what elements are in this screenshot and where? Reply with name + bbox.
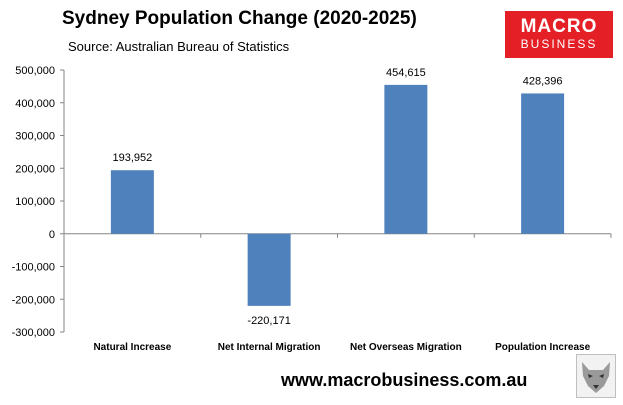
y-tick-label: 0 [49,229,55,241]
category-label: Net Overseas Migration [350,342,462,353]
bar [110,170,154,234]
macrobusiness-logo: MACRO BUSINESS [505,11,613,58]
chart-title: Sydney Population Change (2020-2025) [62,8,417,29]
data-label: 428,396 [523,75,563,87]
website-url: www.macrobusiness.com.au [281,370,528,390]
y-tick-label: -100,000 [12,262,55,274]
data-label: 193,952 [112,152,152,164]
bar [384,84,428,234]
y-tick-label: 100,000 [15,196,55,208]
bar [521,93,565,234]
logo-line-2: BUSINESS [520,37,598,51]
y-tick-label: -200,000 [12,294,55,306]
bar [247,233,291,306]
wolf-mascot-icon [576,354,616,398]
y-tick-label: -300,000 [12,327,55,339]
y-tick-label: 500,000 [15,65,55,77]
y-tick-label: 200,000 [15,163,55,175]
y-tick-label: 400,000 [15,98,55,110]
data-label: -220,171 [247,315,290,327]
category-label: Population Increase [495,342,590,353]
logo-line-1: MACRO [520,16,598,37]
data-label: 454,615 [386,67,426,79]
category-label: Net Internal Migration [218,342,321,353]
y-tick-label: 300,000 [15,131,55,143]
chart-source: Source: Australian Bureau of Statistics [68,39,290,54]
category-label: Natural Increase [93,342,171,353]
